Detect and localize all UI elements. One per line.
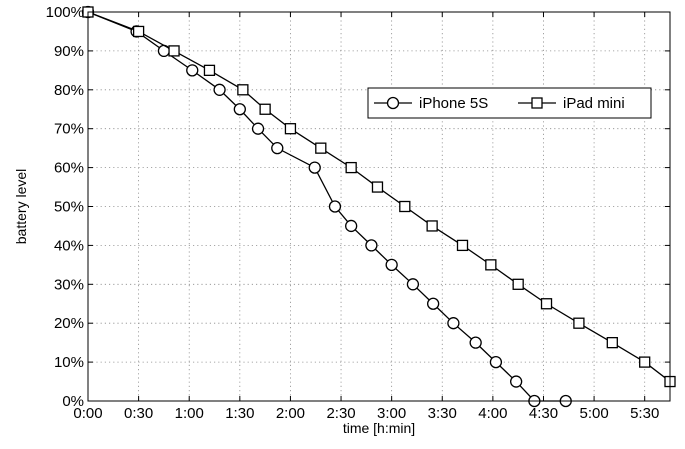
y-tick-label: 100% — [46, 4, 84, 21]
x-tick-label: 5:30 — [630, 405, 659, 422]
y-tick-label: 10% — [54, 354, 84, 371]
legend-marker — [386, 96, 400, 110]
data-point — [469, 336, 482, 349]
legend: iPhone 5S iPad mini — [367, 87, 652, 119]
y-tick-label: 50% — [54, 199, 84, 216]
x-tick-label: 4:00 — [478, 405, 507, 422]
data-point — [512, 278, 524, 290]
x-axis-title: time [h:min] — [343, 420, 415, 436]
data-point — [271, 141, 284, 155]
data-point — [203, 64, 216, 76]
x-tick-label: 0:00 — [73, 405, 102, 422]
x-tick-label: 3:00 — [377, 405, 406, 422]
data-point — [606, 336, 618, 349]
series-ipad-mini — [82, 6, 676, 388]
data-point — [399, 200, 411, 213]
data-point — [328, 200, 342, 213]
data-point — [284, 123, 297, 135]
data-point — [259, 103, 271, 115]
data-point — [213, 83, 226, 96]
data-point — [406, 278, 420, 291]
data-point — [509, 375, 523, 388]
data-point — [447, 317, 460, 330]
data-point — [315, 142, 327, 154]
x-tick-label: 1:00 — [175, 405, 204, 422]
legend-label: iPad mini — [563, 95, 625, 112]
data-point — [573, 317, 585, 329]
y-tick-label: 60% — [54, 160, 84, 177]
x-tick-label: 3:30 — [428, 405, 457, 422]
data-point — [251, 122, 265, 135]
data-point — [456, 239, 469, 252]
legend-item: iPad mini — [518, 95, 625, 112]
tick-labels: 0:00 0:30 1:00 1:30 2:00 2:30 3:00 3:30 4:00 4:30… — [46, 4, 660, 422]
data-point — [308, 161, 321, 174]
x-tick-label: 5:00 — [579, 405, 608, 422]
y-tick-label: 0% — [62, 393, 84, 410]
y-tick-label: 70% — [54, 121, 84, 138]
data-point — [132, 25, 145, 38]
legend-box — [367, 87, 652, 119]
data-point — [365, 239, 378, 252]
data-point — [233, 103, 246, 116]
data-point — [237, 84, 249, 96]
legend-item: iPhone 5S — [374, 95, 488, 112]
axis-ticks — [87, 11, 670, 402]
x-tick-label: 4:30 — [529, 405, 558, 422]
data-point — [489, 355, 503, 369]
x-tick-label: 2:00 — [276, 405, 305, 422]
y-tick-label: 40% — [54, 237, 84, 254]
y-tick-label: 80% — [54, 82, 84, 99]
data-point — [345, 219, 358, 233]
data-point — [371, 181, 384, 193]
data-point — [345, 161, 357, 174]
data-point — [426, 220, 438, 232]
legend-marker — [531, 97, 543, 109]
x-tick-label: 0:30 — [124, 405, 153, 422]
data-point — [385, 258, 398, 272]
series-layer — [81, 5, 676, 408]
y-tick-label: 30% — [54, 276, 84, 293]
data-point — [186, 64, 199, 77]
x-tick-label: 2:30 — [326, 405, 355, 422]
y-tick-label: 20% — [54, 315, 84, 332]
y-axis-title: battery level — [13, 169, 29, 244]
data-point — [639, 356, 651, 368]
grid-lines — [88, 12, 670, 401]
legend-label: iPhone 5S — [419, 95, 488, 112]
data-point — [168, 45, 180, 57]
x-tick-label: 1:30 — [225, 405, 254, 422]
data-point — [540, 298, 553, 310]
data-point — [485, 259, 497, 271]
y-tick-label: 90% — [54, 43, 84, 60]
data-point — [427, 297, 440, 310]
